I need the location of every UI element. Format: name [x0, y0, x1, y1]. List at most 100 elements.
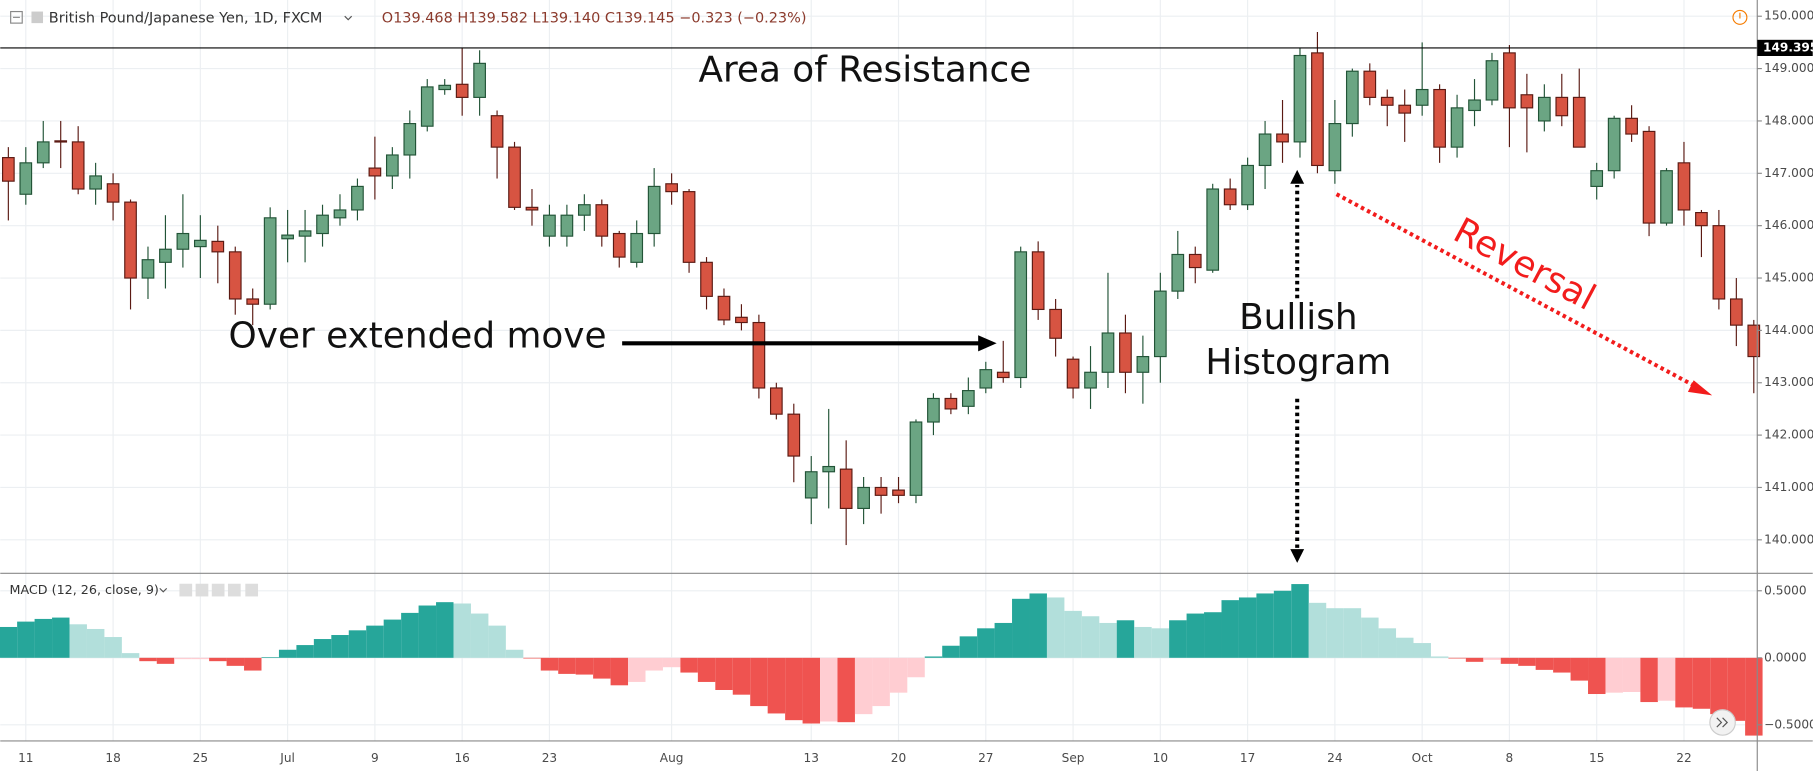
- candle-body: [333, 209, 347, 219]
- candle-body: [1031, 251, 1045, 311]
- candle-body: [351, 185, 364, 211]
- reversal-arrow-line: [1335, 192, 1699, 390]
- candle-body: [403, 122, 417, 156]
- histogram-bar: [1012, 598, 1030, 658]
- x-tick-label: 24: [1327, 751, 1343, 765]
- y-tick-label: −0.5000: [1764, 717, 1813, 731]
- candle-body: [961, 390, 975, 407]
- candle-body: [1625, 117, 1638, 135]
- arrow-head: [1290, 549, 1305, 563]
- histogram-bar: [1046, 597, 1065, 658]
- histogram-bar: [191, 657, 210, 660]
- histogram-bar: [1169, 620, 1187, 658]
- candle-body: [36, 141, 50, 164]
- candle-body: [71, 141, 85, 190]
- candle-body: [1223, 188, 1237, 206]
- candle-body: [682, 191, 696, 263]
- histogram-bar: [523, 657, 541, 659]
- x-tick-label: 15: [1589, 751, 1604, 765]
- histogram-bar: [1361, 617, 1379, 658]
- candle-body: [316, 214, 329, 235]
- histogram-bar: [1029, 593, 1047, 658]
- histogram-bar: [1605, 657, 1623, 693]
- histogram-bar: [558, 657, 576, 674]
- candle-body: [822, 465, 836, 473]
- histogram-bar: [628, 657, 646, 682]
- histogram-bar: [17, 621, 35, 658]
- candle-body: [944, 397, 958, 410]
- candle-body: [211, 240, 225, 253]
- warning-icon[interactable]: [1732, 9, 1748, 25]
- dropdown-arrow[interactable]: [344, 15, 353, 21]
- histogram-bar: [418, 605, 437, 658]
- candle-body: [1101, 332, 1115, 373]
- histogram-bar: [0, 626, 18, 658]
- indicator-button[interactable]: [245, 583, 259, 597]
- candle-body: [1171, 253, 1185, 292]
- y-tick-label: 144.000: [1764, 323, 1813, 337]
- histogram-bar: [1570, 657, 1589, 681]
- candle-body: [717, 295, 731, 321]
- histogram-bar: [820, 657, 838, 722]
- indicator-button[interactable]: [211, 583, 225, 597]
- histogram-bar: [1116, 620, 1135, 658]
- histogram-bar: [662, 657, 681, 668]
- indicator-button[interactable]: [195, 583, 209, 597]
- histogram-bar: [121, 653, 140, 658]
- candle-body: [1014, 251, 1028, 379]
- candle-body: [1729, 298, 1743, 326]
- candle-body: [525, 206, 539, 211]
- candle-body: [647, 185, 661, 235]
- y-tick-label: 147.000: [1764, 166, 1813, 180]
- candle-body: [508, 146, 521, 208]
- x-tick-label: 18: [105, 751, 120, 765]
- indicator-dropdown[interactable]: [159, 587, 168, 593]
- histogram-bar: [1692, 657, 1711, 709]
- histogram-bar: [540, 657, 559, 671]
- candle-body: [735, 316, 748, 324]
- collapse-icon[interactable]: [10, 10, 23, 24]
- histogram-bar: [139, 657, 157, 662]
- symbol-title: British Pound/Japanese Yen, 1D, FXCM: [49, 10, 323, 26]
- candle-body: [159, 248, 172, 263]
- candle-body: [979, 369, 993, 389]
- histogram-bar: [645, 657, 663, 671]
- histogram-bar: [1465, 657, 1484, 662]
- candle-body: [1276, 133, 1289, 143]
- y-tick-label: 142.000: [1764, 428, 1813, 442]
- x-tick-label: 16: [454, 751, 469, 765]
- histogram-bar: [69, 624, 87, 658]
- candle-body: [228, 251, 242, 300]
- candle-body: [1136, 355, 1150, 373]
- candle-body: [89, 175, 102, 190]
- candle-body: [1747, 324, 1761, 358]
- histogram-bar: [156, 657, 175, 664]
- marks: [0, 31, 1763, 736]
- candle-body: [1555, 96, 1569, 117]
- candle-body: [1119, 332, 1132, 373]
- candle-body: [141, 259, 155, 279]
- scroll-button-circle[interactable]: [1709, 709, 1736, 736]
- scroll-button[interactable]: [1709, 709, 1736, 736]
- histogram-bar: [593, 657, 611, 679]
- candle-body: [996, 371, 1010, 379]
- histogram-bar: [1273, 590, 1292, 658]
- candle-body: [665, 183, 678, 193]
- histogram-bar: [278, 649, 297, 658]
- histogram-bar: [1099, 622, 1117, 658]
- indicator-button[interactable]: [227, 583, 241, 597]
- histogram-bar: [942, 645, 960, 658]
- histogram-bar: [436, 602, 454, 658]
- histogram-bar: [174, 657, 192, 660]
- histogram-bar: [331, 635, 349, 658]
- histogram-bar: [313, 639, 332, 658]
- histogram-bar: [470, 613, 489, 658]
- last-price-tag: [1757, 39, 1813, 57]
- histogram-bar: [837, 657, 855, 723]
- histogram-bar: [1378, 628, 1397, 658]
- candle-body: [1188, 253, 1202, 269]
- histogram-bar: [1622, 657, 1641, 693]
- indicator-button[interactable]: [179, 583, 193, 597]
